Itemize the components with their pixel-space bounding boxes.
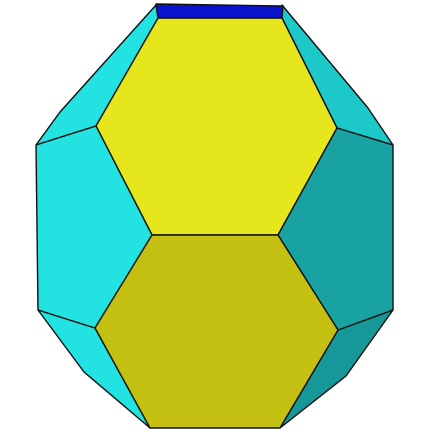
left-face	[35, 125, 153, 329]
bottom-hexagon-face	[94, 234, 339, 429]
top-square-face	[155, 3, 284, 19]
